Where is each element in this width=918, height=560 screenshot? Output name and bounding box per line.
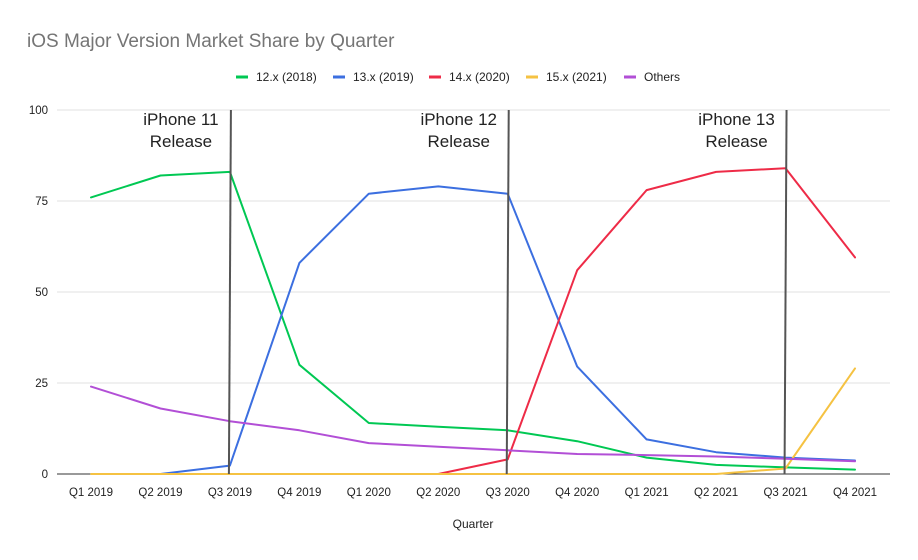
release-annotation-line2: Release	[428, 132, 490, 151]
series-lines	[90, 167, 856, 475]
series-line-1	[90, 185, 856, 475]
x-tick-label: Q2 2020	[416, 487, 460, 499]
release-marker-line	[505, 109, 510, 475]
x-tick-label: Q1 2020	[347, 487, 391, 499]
legend-label: Others	[644, 70, 680, 84]
y-tick-label: 25	[35, 378, 48, 390]
annotations: iPhone 11 Release iPhone 12 Release iPhone 1…	[143, 109, 788, 475]
release-annotation-line1: iPhone 13	[698, 110, 775, 129]
release-annotation-line1: iPhone 11	[143, 110, 218, 129]
series-line-4	[90, 385, 856, 463]
y-tick-label: 50	[35, 287, 48, 299]
tick-labels: 0 25 50 75 100 Q1 2019 Q2 2019 Q3 2019 Q4 2019 Q1…	[29, 105, 877, 499]
series-line-3	[90, 367, 856, 475]
x-tick-label: Q3 2020	[486, 487, 530, 499]
y-tick-label: 0	[42, 469, 48, 481]
legend: 12.x (2018) 13.x (2019) 14.x (2020) 15.x (2…	[236, 70, 680, 84]
release-marker-line	[227, 109, 232, 475]
release-marker-line	[783, 109, 788, 475]
grid	[57, 109, 890, 475]
series-line-0	[90, 170, 856, 471]
x-tick-label: Q1 2021	[625, 487, 669, 499]
x-tick-label: Q4 2021	[833, 487, 877, 499]
legend-label: 13.x (2019)	[353, 70, 414, 84]
release-annotation-line2: Release	[150, 132, 212, 151]
legend-label: 12.x (2018)	[256, 70, 317, 84]
legend-label: 14.x (2020)	[449, 70, 510, 84]
x-tick-label: Q3 2021	[763, 487, 807, 499]
x-axis-title: Quarter	[453, 517, 494, 531]
release-annotation-line1: iPhone 12	[420, 110, 497, 129]
release-annotation-line2: Release	[705, 132, 767, 151]
chart-title: iOS Major Version Market Share by Quarte…	[27, 31, 395, 52]
x-tick-label: Q3 2019	[208, 487, 252, 499]
series-line-2	[437, 167, 856, 475]
x-tick-label: Q2 2021	[694, 487, 738, 499]
x-tick-label: Q2 2019	[138, 487, 182, 499]
y-tick-label: 75	[35, 196, 48, 208]
x-tick-label: Q4 2020	[555, 487, 599, 499]
x-tick-label: Q4 2019	[277, 487, 321, 499]
y-tick-label: 100	[29, 105, 48, 117]
x-tick-label: Q1 2019	[69, 487, 113, 499]
legend-label: 15.x (2021)	[546, 70, 607, 84]
